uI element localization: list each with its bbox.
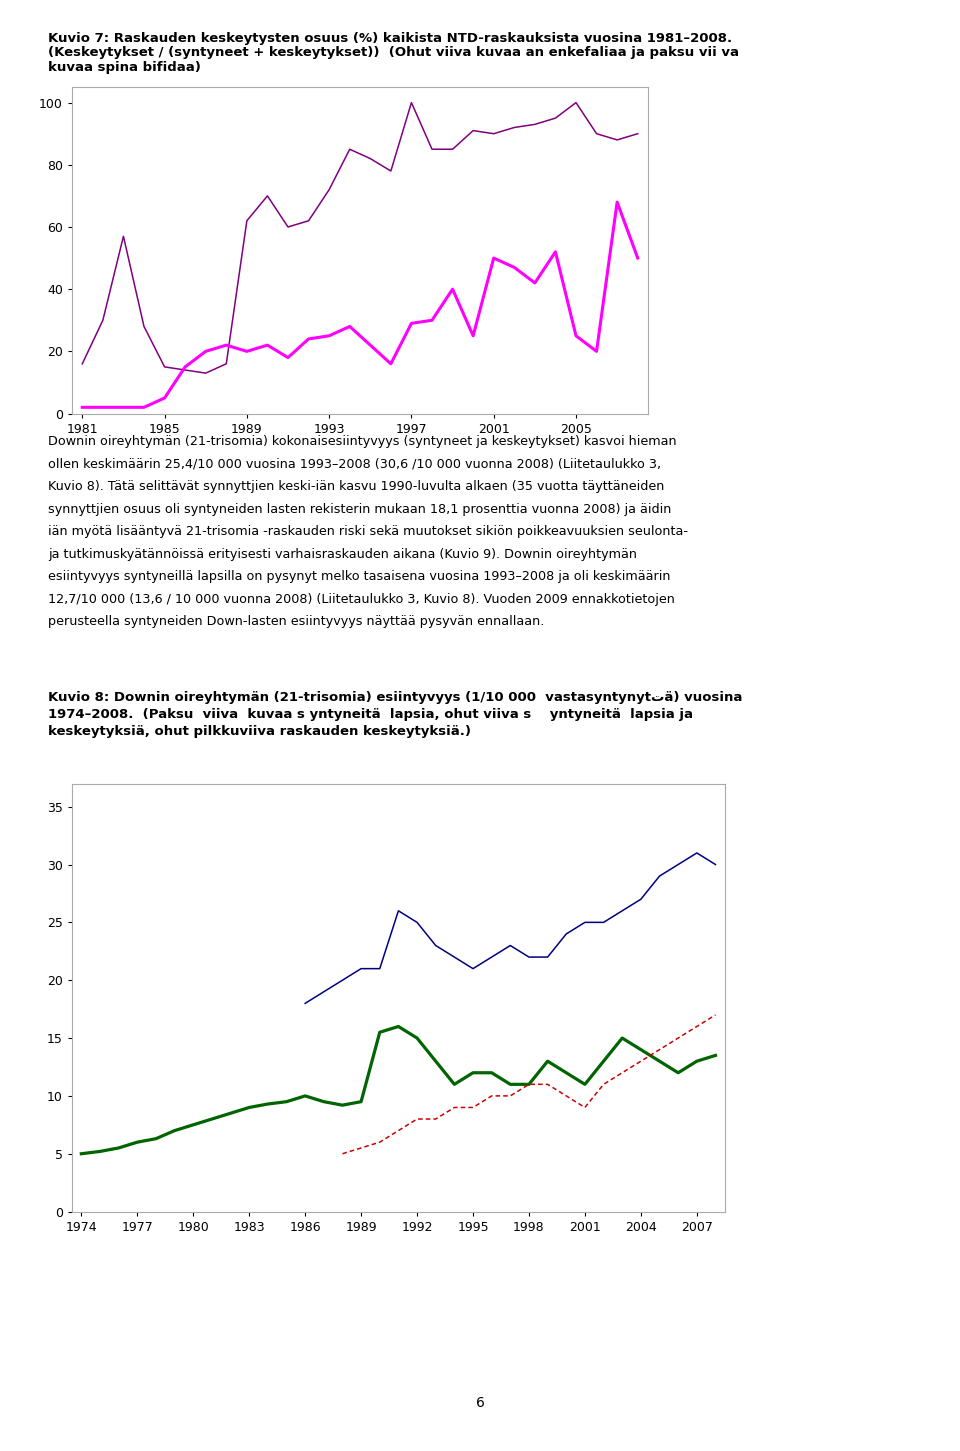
Text: kuvaa spina bifidaa): kuvaa spina bifidaa) (48, 61, 201, 74)
Text: perusteella syntyneiden Down-lasten esiintyvyys näyttää pysyvän ennallaan.: perusteella syntyneiden Down-lasten esii… (48, 615, 544, 628)
Text: ollen keskimäärin 25,4/10 000 vuosina 1993–2008 (30,6 /10 000 vuonna 2008) (Liit: ollen keskimäärin 25,4/10 000 vuosina 19… (48, 459, 661, 470)
Text: Kuvio 8: Downin oireyhtymän (21-trisomia) esiintyvyys (1/10 000  vastasyntynytتä: Kuvio 8: Downin oireyhtymän (21-trisomia… (48, 691, 742, 704)
Text: Kuvio 7: Raskauden keskeytysten osuus (%) kaikista NTD-raskauksista vuosina 1981: Kuvio 7: Raskauden keskeytysten osuus (%… (48, 32, 732, 45)
Text: 12,7/10 000 (13,6 / 10 000 vuonna 2008) (Liitetaulukko 3, Kuvio 8). Vuoden 2009 : 12,7/10 000 (13,6 / 10 000 vuonna 2008) … (48, 593, 675, 605)
Text: Downin oireyhtymän (21-trisomia) kokonaisesiintyvyys (syntyneet ja keskeytykset): Downin oireyhtymän (21-trisomia) kokonai… (48, 435, 677, 448)
Text: esiintyvyys syntyneillä lapsilla on pysynyt melko tasaisena vuosina 1993–2008 ja: esiintyvyys syntyneillä lapsilla on pysy… (48, 570, 670, 583)
Text: 1974–2008.  (Paksu  viiva  kuvaa s yntyneitä  lapsia, ohut viiva s    yntyneitä : 1974–2008. (Paksu viiva kuvaa s yntyneit… (48, 708, 693, 721)
Text: keskeytyksiä, ohut pilkkuviiva raskauden keskeytyksiä.): keskeytyksiä, ohut pilkkuviiva raskauden… (48, 726, 471, 739)
Text: (Keskeytykset / (syntyneet + keskeytykset))  (Ohut viiva kuvaa an enkefaliaa ja : (Keskeytykset / (syntyneet + keskeytykse… (48, 46, 739, 59)
Text: Kuvio 8). Tätä selittävät synnyttjien keski-iän kasvu 1990-luvulta alkaen (35 vu: Kuvio 8). Tätä selittävät synnyttjien ke… (48, 480, 664, 493)
Text: ja tutkimuskyätännöissä erityisesti varhaisraskauden aikana (Kuvio 9). Downin oi: ja tutkimuskyätännöissä erityisesti varh… (48, 548, 637, 560)
Text: iän myötä lisääntyvä 21-trisomia -raskauden riski sekä muutokset sikiön poikkeav: iän myötä lisääntyvä 21-trisomia -raskau… (48, 525, 688, 538)
Text: synnyttjien osuus oli syntyneiden lasten rekisterin mukaan 18,1 prosenttia vuonn: synnyttjien osuus oli syntyneiden lasten… (48, 503, 671, 515)
Text: 6: 6 (475, 1396, 485, 1410)
